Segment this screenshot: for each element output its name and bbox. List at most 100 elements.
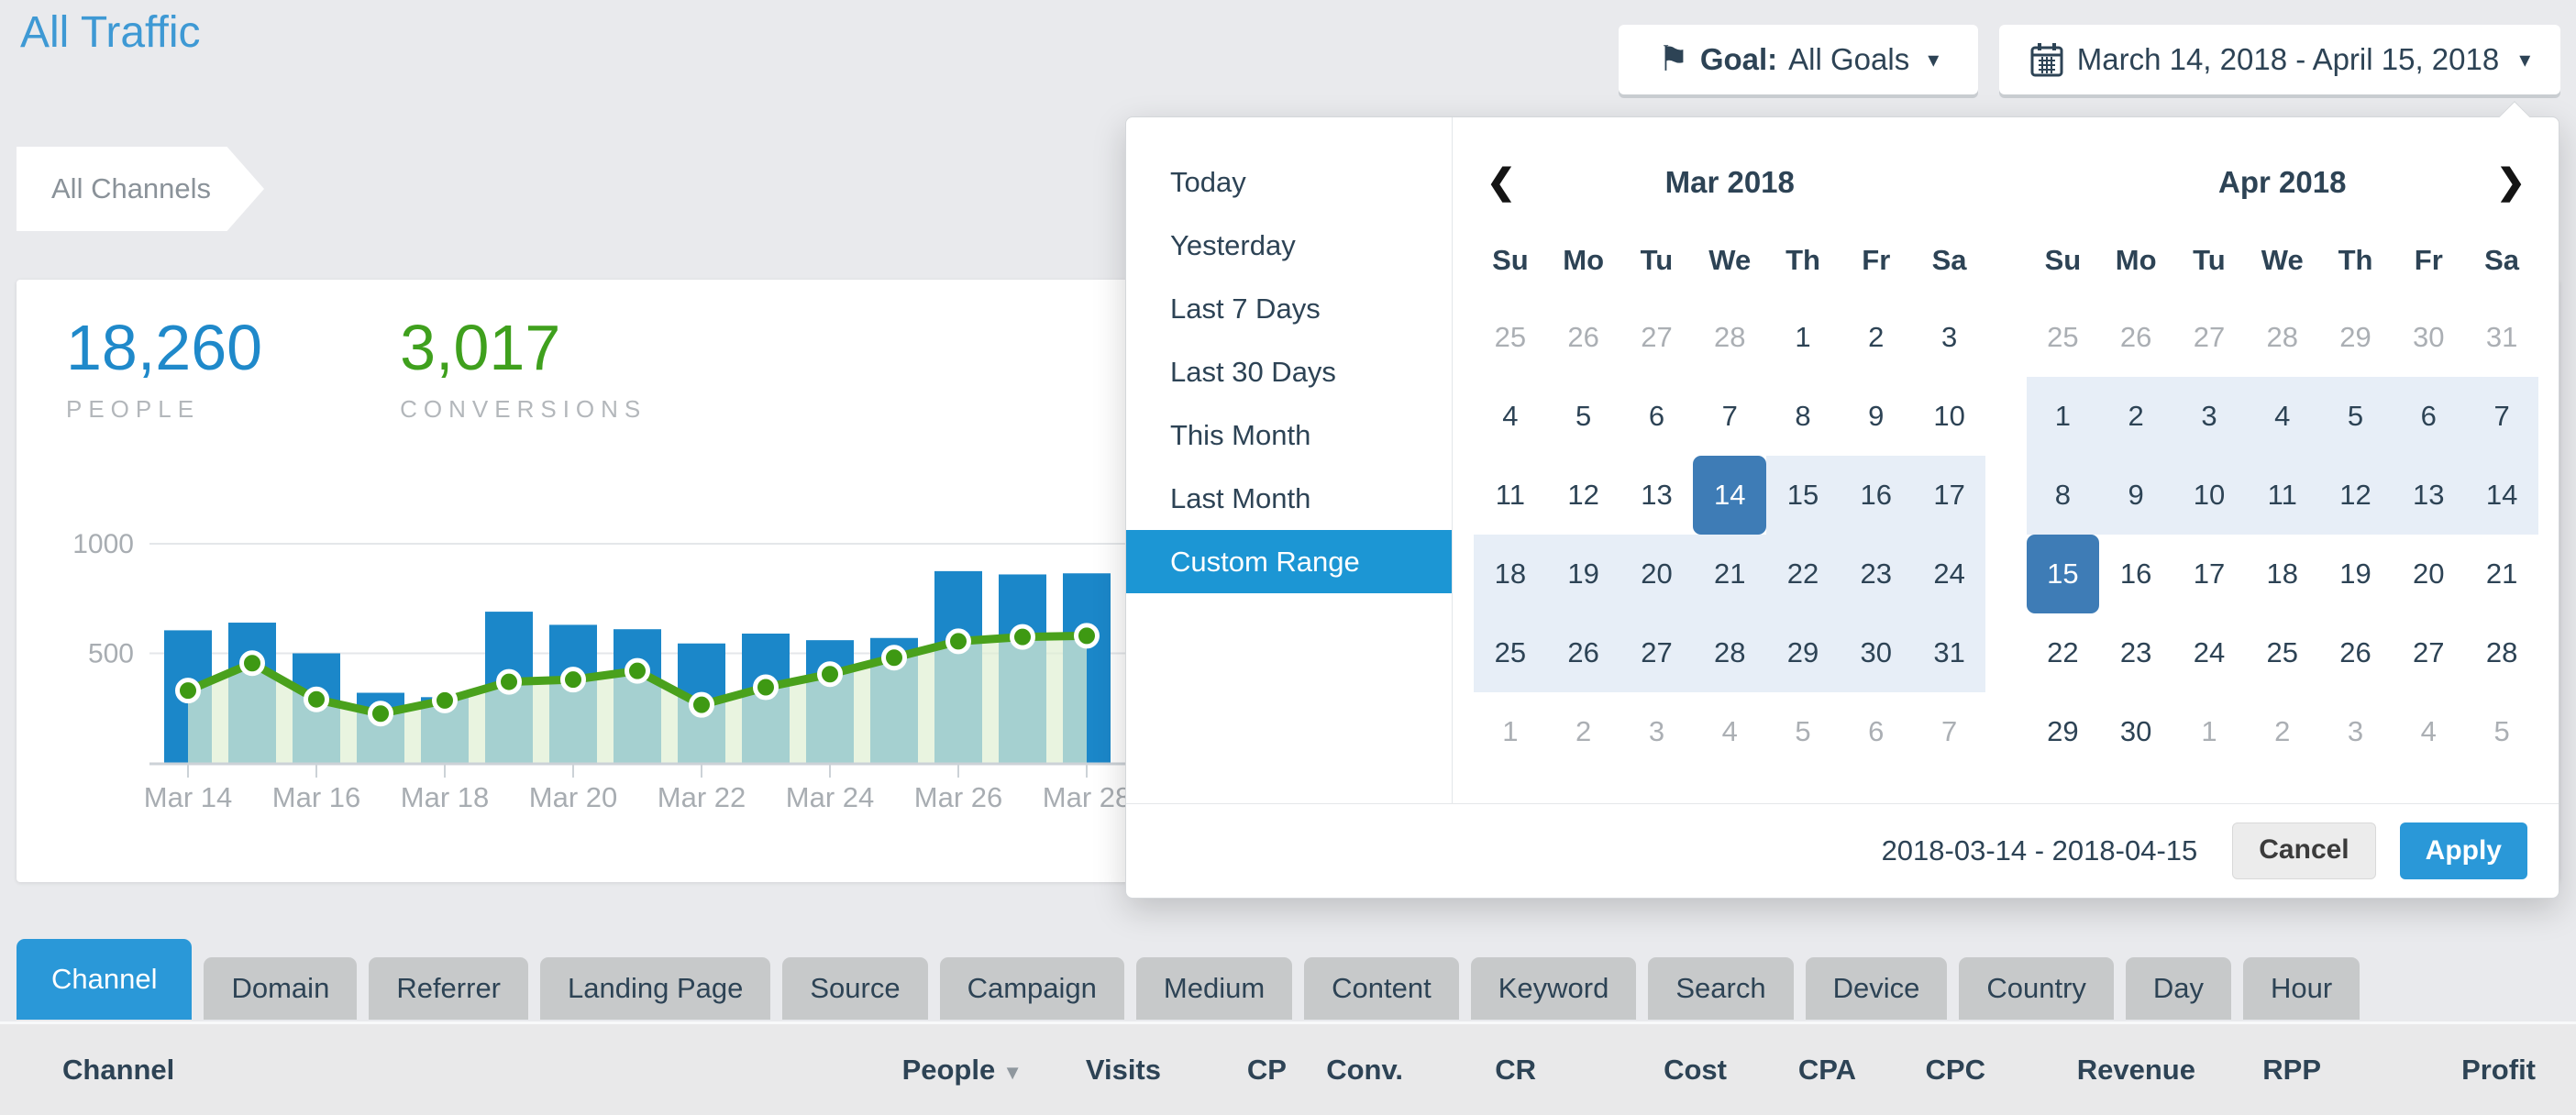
calendar-day[interactable]: 29 — [2339, 321, 2371, 353]
calendar-day[interactable]: 7 — [1721, 400, 1738, 432]
calendar-day[interactable]: 26 — [1546, 613, 1620, 692]
calendar-day[interactable]: 4 — [2420, 715, 2437, 747]
preset-custom-range[interactable]: Custom Range — [1126, 530, 1452, 593]
tab-content[interactable]: Content — [1304, 957, 1459, 1020]
calendar-day[interactable]: 6 — [1868, 715, 1885, 747]
calendar-day[interactable]: 22 — [1766, 535, 1840, 613]
calendar-day-selected[interactable]: 14 — [1693, 456, 1767, 535]
line-point-mar-18[interactable] — [432, 687, 458, 713]
calendar-day[interactable]: 26 — [2339, 636, 2371, 668]
calendar-day[interactable]: 2 — [2274, 715, 2291, 747]
calendar-day[interactable]: 4 — [2245, 377, 2319, 456]
calendar-day[interactable]: 9 — [1868, 400, 1885, 432]
calendar-day[interactable]: 19 — [2339, 558, 2371, 590]
calendar-day[interactable]: 29 — [2047, 715, 2079, 747]
calendar-day[interactable]: 26 — [1567, 321, 1599, 353]
column-header-channel[interactable]: Channel — [62, 1053, 175, 1086]
calendar-day[interactable]: 5 — [1575, 400, 1592, 432]
calendar-day[interactable]: 3 — [1940, 321, 1958, 353]
calendar-day[interactable]: 13 — [1641, 479, 1673, 511]
calendar-day[interactable]: 27 — [1641, 321, 1673, 353]
calendar-day[interactable]: 16 — [2119, 558, 2152, 590]
date-range-button[interactable]: March 14, 2018 - April 15, 2018 ▾ — [1999, 25, 2560, 94]
calendar-day[interactable]: 28 — [1693, 613, 1767, 692]
tab-device[interactable]: Device — [1805, 957, 1948, 1020]
column-header-cpa[interactable]: CPA — [1797, 1053, 1856, 1086]
calendar-day[interactable]: 4 — [1502, 400, 1519, 432]
tab-search[interactable]: Search — [1648, 957, 1794, 1020]
line-point-mar-26[interactable] — [945, 628, 971, 655]
line-point-mar-24[interactable] — [817, 661, 843, 688]
breadcrumb[interactable]: All Channels — [17, 147, 264, 231]
calendar-day[interactable]: 23 — [1839, 535, 1913, 613]
calendar-day[interactable]: 18 — [1474, 535, 1547, 613]
calendar-day[interactable]: 2 — [1868, 321, 1885, 353]
tab-day[interactable]: Day — [2125, 957, 2232, 1020]
calendar-day[interactable]: 2 — [1575, 715, 1592, 747]
line-point-mar-19[interactable] — [496, 668, 522, 695]
calendar-day[interactable]: 21 — [1693, 535, 1767, 613]
cancel-button[interactable]: Cancel — [2232, 822, 2376, 879]
preset-last-month[interactable]: Last Month — [1170, 482, 1311, 514]
line-point-mar-22[interactable] — [689, 691, 714, 718]
calendar-day[interactable]: 28 — [1713, 321, 1746, 353]
calendar-day[interactable]: 3 — [1648, 715, 1665, 747]
calendar-day[interactable]: 31 — [2485, 321, 2518, 353]
line-point-mar-15[interactable] — [239, 650, 265, 677]
preset-last-30-days[interactable]: Last 30 Days — [1170, 356, 1336, 388]
line-point-mar-23[interactable] — [753, 674, 779, 701]
column-header-cp[interactable]: CP — [1246, 1053, 1287, 1086]
calendar-day[interactable]: 12 — [1567, 479, 1599, 511]
calendar-day[interactable]: 14 — [2465, 456, 2538, 535]
calendar-day[interactable]: 16 — [1839, 456, 1913, 535]
calendar-day[interactable]: 30 — [2413, 321, 2445, 353]
calendar-day[interactable]: 25 — [1474, 613, 1547, 692]
line-point-mar-14[interactable] — [175, 678, 201, 704]
calendar-day[interactable]: 10 — [2172, 456, 2246, 535]
calendar-day[interactable]: 24 — [1912, 535, 1986, 613]
column-header-cost[interactable]: Cost — [1664, 1053, 1727, 1086]
calendar-day[interactable]: 24 — [2193, 636, 2226, 668]
tab-country[interactable]: Country — [1959, 957, 2114, 1020]
calendar-day[interactable]: 8 — [2026, 456, 2100, 535]
calendar-day[interactable]: 26 — [2119, 321, 2152, 353]
calendar-day[interactable]: 12 — [2318, 456, 2393, 535]
next-month-icon[interactable]: ❯ — [2496, 163, 2526, 202]
tab-landing-page[interactable]: Landing Page — [540, 957, 771, 1020]
calendar-day[interactable]: 19 — [1546, 535, 1620, 613]
apply-button[interactable]: Apply — [2399, 822, 2527, 879]
calendar-day[interactable]: 31 — [1912, 613, 1986, 692]
preset-last-7-days[interactable]: Last 7 Days — [1170, 293, 1321, 325]
calendar-day[interactable]: 3 — [2347, 715, 2364, 747]
calendar-day[interactable]: 9 — [2099, 456, 2173, 535]
calendar-day[interactable]: 28 — [2266, 321, 2298, 353]
calendar-day[interactable]: 8 — [1795, 400, 1811, 432]
preset-this-month[interactable]: This Month — [1170, 419, 1311, 451]
goal-selector-button[interactable]: ⚑ Goal: All Goals ▾ — [1619, 25, 1978, 94]
calendar-day[interactable]: 1 — [1502, 715, 1519, 747]
column-header-profit[interactable]: Profit — [2461, 1053, 2536, 1086]
line-point-mar-16[interactable] — [304, 686, 329, 712]
calendar-day[interactable]: 27 — [1620, 613, 1694, 692]
line-point-mar-17[interactable] — [368, 701, 393, 727]
preset-today[interactable]: Today — [1170, 166, 1246, 198]
calendar-day[interactable]: 3 — [2172, 377, 2246, 456]
tab-hour[interactable]: Hour — [2243, 957, 2360, 1020]
calendar-day[interactable]: 6 — [1648, 400, 1665, 432]
calendar-day[interactable]: 21 — [2485, 558, 2518, 590]
calendar-day[interactable]: 7 — [2465, 377, 2538, 456]
calendar-day[interactable]: 29 — [1766, 613, 1840, 692]
calendar-day[interactable]: 28 — [2485, 636, 2518, 668]
column-header-rpp[interactable]: RPP — [2262, 1053, 2321, 1086]
tab-medium[interactable]: Medium — [1135, 957, 1293, 1020]
tab-source[interactable]: Source — [782, 957, 928, 1020]
column-header-conv[interactable]: Conv. — [1326, 1053, 1403, 1086]
calendar-day[interactable]: 25 — [2047, 321, 2079, 353]
tab-keyword[interactable]: Keyword — [1470, 957, 1637, 1020]
calendar-day[interactable]: 7 — [1940, 715, 1958, 747]
calendar-day[interactable]: 27 — [2193, 321, 2226, 353]
calendar-day[interactable]: 10 — [1933, 400, 1965, 432]
preset-yesterday[interactable]: Yesterday — [1170, 229, 1296, 261]
column-header-visits[interactable]: Visits — [1085, 1053, 1161, 1086]
calendar-day[interactable]: 25 — [1494, 321, 1527, 353]
